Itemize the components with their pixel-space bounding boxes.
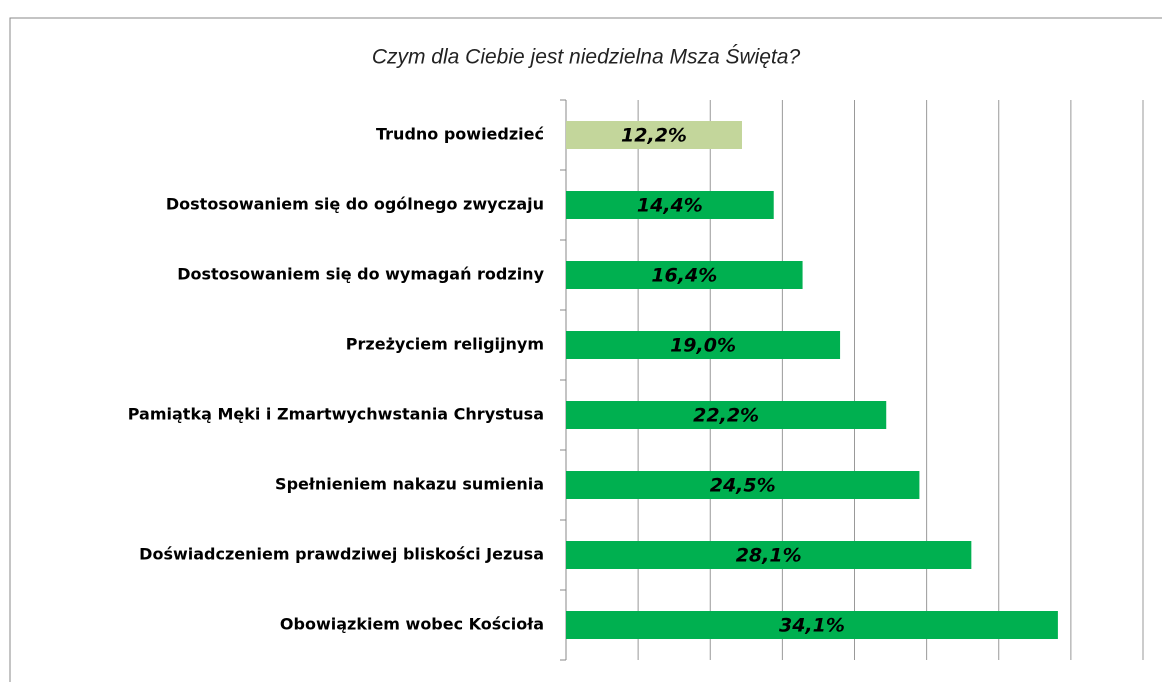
bar [566,331,841,359]
y-tick-label: Dostosowaniem się do wymagań rodziny [177,265,544,284]
y-tick-label: Przeżyciem religijnym [346,335,544,354]
y-tick-label: Pamiątką Męki i Zmartwychwstania Chrystu… [128,405,544,424]
y-tick-label: Dostosowaniem się do ogólnego zwyczaju [166,195,544,214]
value-label: 22,2% [693,405,759,427]
y-tick-label: Doświadczeniem prawdziwej bliskości Jezu… [139,545,544,564]
bar [566,471,920,499]
y-tick-label: Spełnieniem nakazu sumienia [275,475,544,494]
value-label: 24,5% [710,475,776,497]
value-label: 16,4% [651,265,717,287]
bar [566,401,887,429]
value-label: 14,4% [637,195,703,217]
value-label: 12,2% [621,125,687,147]
chart-title: Czym dla Ciebie jest niedzielna Msza Świ… [372,45,801,69]
value-label: 19,0% [670,335,736,357]
y-tick-label: Obowiązkiem wobec Kościoła [280,615,544,634]
y-tick-label: Trudno powiedzieć [376,125,544,144]
bar [566,121,742,149]
bar [566,541,972,569]
value-label: 28,1% [736,545,802,567]
value-label: 34,1% [779,615,845,637]
bar [566,191,774,219]
bar [566,261,803,289]
bar [566,611,1058,639]
